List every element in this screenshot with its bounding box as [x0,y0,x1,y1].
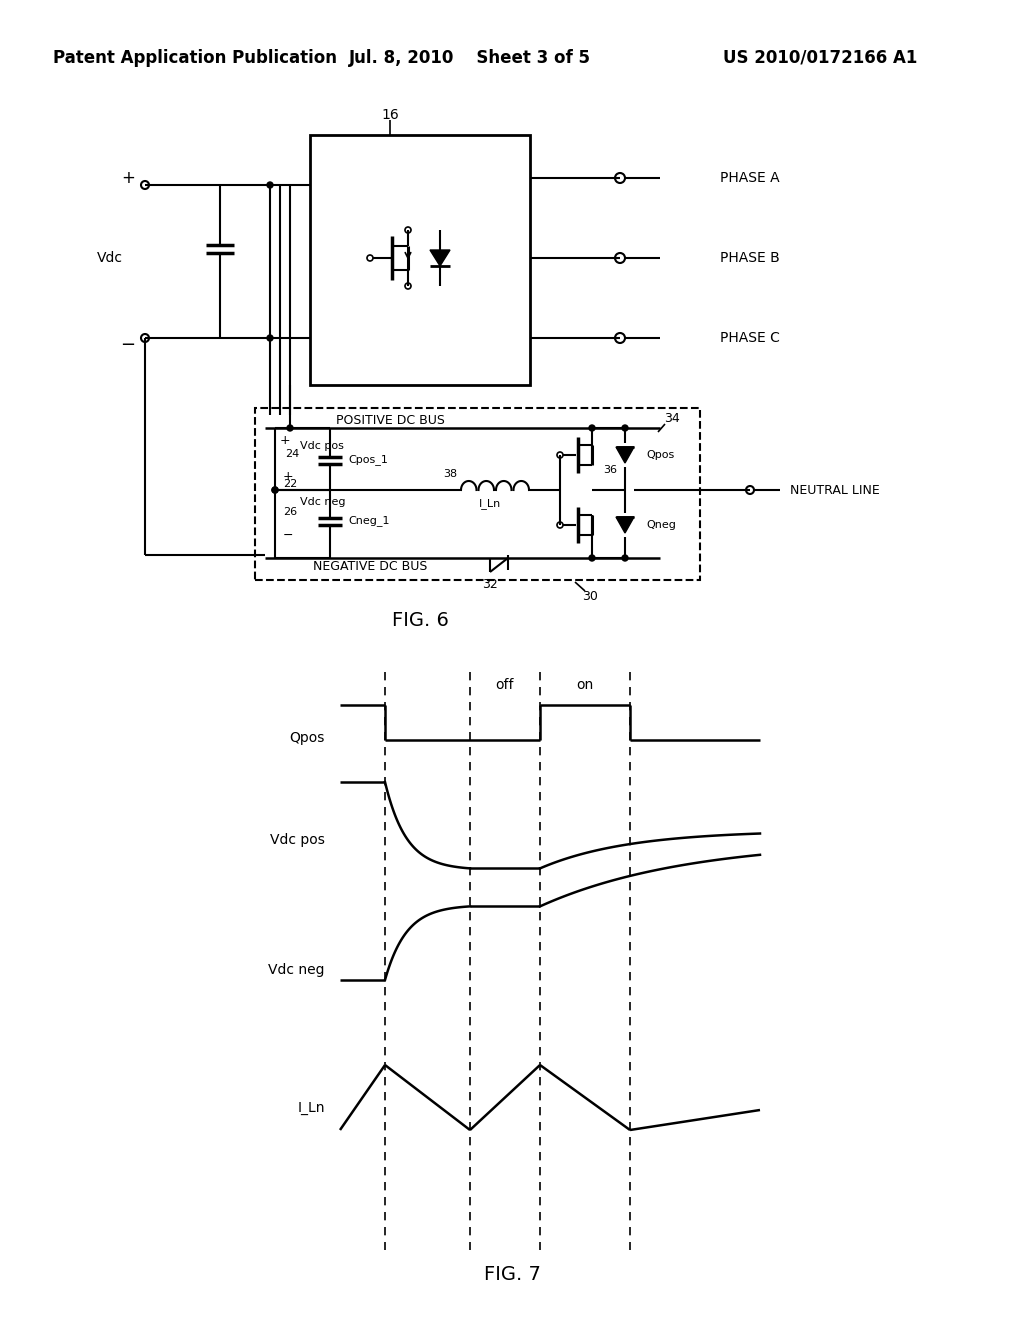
Text: I_Ln: I_Ln [479,499,501,510]
Circle shape [589,425,595,432]
Circle shape [272,487,278,492]
Text: Cneg_1: Cneg_1 [348,516,389,527]
Text: Vdc neg: Vdc neg [268,964,325,977]
Text: 36: 36 [603,465,617,475]
Circle shape [287,425,293,432]
Text: 34: 34 [665,412,680,425]
Text: US 2010/0172166 A1: US 2010/0172166 A1 [723,49,918,67]
Text: +: + [283,470,294,483]
Text: Vdc neg: Vdc neg [300,498,345,507]
Text: POSITIVE DC BUS: POSITIVE DC BUS [336,413,444,426]
Text: FIG. 6: FIG. 6 [391,610,449,630]
Text: PHASE C: PHASE C [720,331,780,345]
Text: NEGATIVE DC BUS: NEGATIVE DC BUS [312,561,427,573]
Text: Cpos_1: Cpos_1 [348,454,388,466]
Text: off: off [496,678,514,692]
Text: −: − [121,337,135,354]
Text: Qpos: Qpos [290,731,325,744]
Text: Vdc: Vdc [97,251,123,265]
Text: Patent Application Publication: Patent Application Publication [53,49,337,67]
Text: I_Ln: I_Ln [298,1101,325,1115]
Text: Vdc pos: Vdc pos [300,441,344,451]
Circle shape [622,425,628,432]
Text: Vdc pos: Vdc pos [270,833,325,847]
Circle shape [589,554,595,561]
Text: +: + [280,433,291,446]
Text: +: + [121,169,135,187]
Text: 30: 30 [582,590,598,602]
Text: Jul. 8, 2010    Sheet 3 of 5: Jul. 8, 2010 Sheet 3 of 5 [349,49,591,67]
Polygon shape [616,447,634,463]
Circle shape [267,335,273,341]
Text: 32: 32 [482,578,498,591]
Bar [310,135,530,385]
Text: 16: 16 [381,108,399,121]
Polygon shape [430,249,450,267]
Text: on: on [577,678,594,692]
Text: NEUTRAL LINE: NEUTRAL LINE [790,483,880,496]
Circle shape [272,487,278,492]
Bar [255,408,700,579]
Text: 26: 26 [283,507,297,517]
Text: 38: 38 [443,469,457,479]
Text: FIG. 7: FIG. 7 [483,1266,541,1284]
Text: Qneg: Qneg [646,520,676,531]
Polygon shape [616,517,634,533]
Circle shape [622,554,628,561]
Text: PHASE A: PHASE A [720,172,779,185]
Circle shape [267,182,273,187]
Text: −: − [283,528,294,541]
Text: 22: 22 [283,479,297,488]
Text: 24: 24 [285,449,299,459]
Text: PHASE B: PHASE B [720,251,779,265]
Text: Qpos: Qpos [646,450,674,459]
